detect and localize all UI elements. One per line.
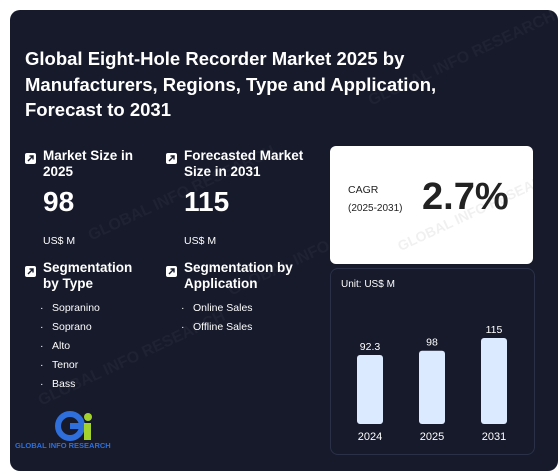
market-card: GLOBAL INFO RESEARCH GLOBAL INFO RESEARC…: [10, 10, 558, 471]
chart-card: Unit: US$ M 92.3 2024 98 2025 115 2031: [330, 268, 535, 455]
trend-arrow-icon: [25, 153, 36, 164]
bar-2025: [419, 350, 445, 424]
market-size-label: Market Size in 2025: [43, 148, 134, 179]
bar-value-label: 98: [426, 337, 438, 349]
market-size-value: 98: [43, 186, 75, 217]
type-item: · Tenor: [40, 359, 79, 371]
forecast-size-label: Forecasted Market Size in 2031: [184, 148, 304, 179]
gi-logo-icon: [55, 411, 92, 441]
cagr-period: (2025-2031): [348, 203, 403, 214]
trend-arrow-icon: [166, 153, 177, 164]
application-item: · Offline Sales: [181, 321, 253, 333]
type-item: · Bass: [40, 378, 76, 390]
cagr-card: GLOBAL INFO RESEARCH CAGR (2025-2031) 2.…: [330, 146, 533, 264]
category-label: 2025: [420, 431, 444, 443]
trend-arrow-icon: [25, 266, 36, 277]
bar-value-label: 115: [486, 324, 503, 336]
cagr-value: 2.7%: [422, 176, 509, 218]
application-item: · Online Sales: [181, 302, 253, 314]
market-size-unit: US$ M: [43, 235, 76, 247]
chart-unit-label: Unit: US$ M: [341, 279, 395, 290]
segmentation-type-label: Segmentation by Type: [43, 260, 133, 291]
forecast-size-value: 115: [184, 186, 230, 217]
type-item: · Sopranino: [40, 302, 100, 314]
bar-chart: 92.3 2024 98 2025 115 2031: [357, 324, 507, 443]
logo-text: GLOBAL INFO RESEARCH: [15, 441, 111, 450]
forecast-size-unit: US$ M: [184, 235, 217, 247]
trend-arrow-icon: [166, 266, 177, 277]
company-logo: GLOBAL INFO RESEARCH: [15, 408, 115, 450]
page-title: Global Eight-Hole Recorder Market 2025 b…: [25, 48, 437, 120]
bar-2031: [481, 338, 507, 424]
bar-value-label: 92.3: [360, 341, 381, 353]
category-label: 2024: [358, 431, 382, 443]
cagr-label: CAGR: [348, 184, 379, 196]
bar-2024: [357, 354, 383, 424]
type-item: · Soprano: [40, 321, 92, 333]
type-item: · Alto: [40, 340, 71, 352]
segmentation-application-label: Segmentation by Application: [184, 260, 293, 291]
category-label: 2031: [482, 431, 506, 443]
